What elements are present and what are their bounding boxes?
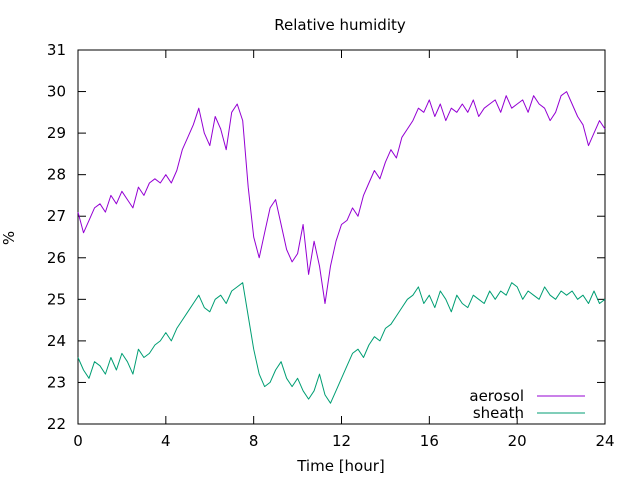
- y-tick-label: 25: [47, 290, 66, 308]
- y-tick-label: 23: [47, 373, 66, 391]
- x-tick-label: 0: [73, 432, 83, 450]
- y-tick-label: 22: [47, 415, 66, 433]
- legend-label-aerosol: aerosol: [469, 387, 524, 405]
- x-axis-label: Time [hour]: [296, 457, 385, 475]
- x-tick-label: 12: [332, 432, 351, 450]
- y-tick-label: 28: [47, 166, 66, 184]
- legend: aerosol sheath: [469, 387, 585, 422]
- y-tick-label: 31: [47, 41, 66, 59]
- series-line-sheath: [77, 282, 606, 404]
- plot-frame: [77, 49, 606, 425]
- x-tick-label: 4: [161, 432, 171, 450]
- chart-title: Relative humidity: [274, 16, 406, 34]
- series-line-aerosol: [77, 91, 606, 304]
- axis-ticks: [77, 49, 606, 425]
- x-tick-label: 20: [508, 432, 527, 450]
- x-tick-label: 24: [595, 432, 614, 450]
- x-tick-label: 16: [420, 432, 439, 450]
- x-tick-label: 8: [249, 432, 259, 450]
- legend-label-sheath: sheath: [473, 404, 524, 422]
- y-tick-label: 26: [47, 249, 66, 267]
- y-axis-label: %: [0, 231, 18, 245]
- axis-tick-labels: 0 4 8 12 16 20 24 22 23 24 25 26 27 28 29 30 31: [47, 41, 615, 450]
- y-tick-label: 24: [47, 332, 66, 350]
- series-lines: [77, 91, 606, 404]
- y-tick-label: 27: [47, 207, 66, 225]
- y-tick-label: 29: [47, 124, 66, 142]
- y-tick-label: 30: [47, 83, 66, 101]
